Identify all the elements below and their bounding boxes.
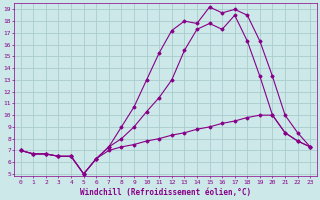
X-axis label: Windchill (Refroidissement éolien,°C): Windchill (Refroidissement éolien,°C): [80, 188, 251, 197]
